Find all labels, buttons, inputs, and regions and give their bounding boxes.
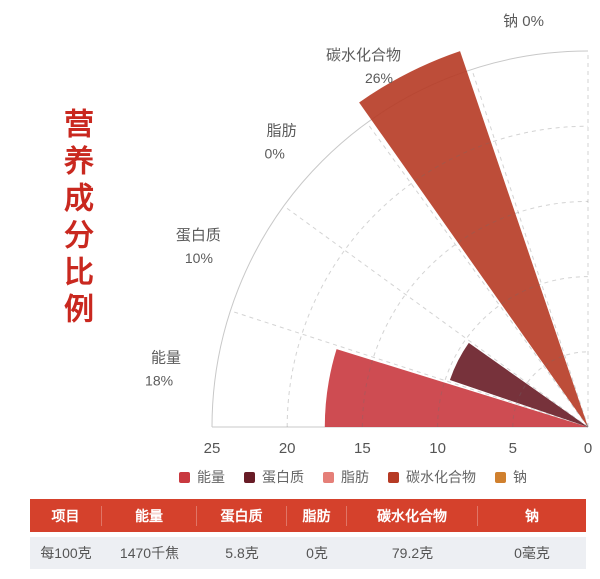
grid-radial-126 — [366, 122, 589, 428]
legend-label: 钠 — [513, 469, 527, 485]
category-label-protein: 蛋白质 — [176, 227, 221, 244]
legend-swatch-protein — [244, 471, 255, 483]
table-data-cell-3: 0克 — [306, 545, 328, 561]
table-data-cell-0: 每100克 — [40, 545, 92, 561]
legend-item-sodium[interactable]: 钠 — [495, 467, 527, 487]
axis-tick-label: 15 — [354, 440, 371, 457]
table-data-cell-1: 1470千焦 — [119, 545, 180, 561]
table-header-cell-4: 碳水化合物 — [347, 505, 478, 526]
category-label-sodium: 钠 0% — [503, 13, 544, 30]
table-data-cell-4: 79.2克 — [391, 545, 434, 561]
grid-arc-5 — [512, 351, 589, 428]
grid-radial-162 — [230, 310, 589, 428]
grid-radial-144 — [283, 205, 589, 428]
page-title: 营养成分比例 — [59, 108, 92, 330]
legend-item-energy[interactable]: 能量 — [179, 467, 225, 487]
category-value-carbohydrate: 26% — [365, 70, 393, 86]
legend-label: 能量 — [197, 469, 225, 485]
category-label-fat: 脂肪 — [267, 123, 297, 140]
category-label-carbohydrate: 碳水化合物 — [326, 47, 401, 64]
sector-carbohydrate — [359, 51, 588, 428]
table-header-row: 项目 能量 蛋白质 脂肪 碳水化合物 钠 — [30, 499, 586, 532]
grid-arc-10 — [437, 276, 589, 428]
axis-tick-label: 0 — [584, 440, 592, 457]
grid-radial-108 — [471, 69, 589, 428]
table-data-cell-2: 5.8克 — [225, 545, 259, 561]
legend-swatch-carbohydrate — [388, 471, 399, 483]
legend-item-fat[interactable]: 脂肪 — [323, 467, 369, 487]
category-value-protein: 10% — [185, 250, 213, 266]
legend-label: 蛋白质 — [262, 469, 304, 485]
sector-protein — [449, 342, 588, 427]
table-header-cell-2: 蛋白质 — [197, 505, 288, 526]
chart-legend: 能量 蛋白质 脂肪 碳水化合物 钠 — [106, 467, 600, 487]
table-header-cell-3: 脂肪 — [287, 505, 348, 526]
sector-energy — [324, 349, 588, 427]
legend-label: 脂肪 — [341, 469, 369, 485]
category-value-energy: 18% — [145, 373, 173, 389]
legend-swatch-energy — [179, 471, 190, 483]
table-header-cell-0: 项目 — [30, 505, 102, 526]
axis-tick-label: 25 — [204, 440, 221, 457]
category-label-energy: 能量 — [151, 350, 181, 367]
outer-arc — [211, 50, 589, 428]
axis-tick-label: 5 — [509, 440, 517, 457]
nutrition-table: 项目 能量 蛋白质 脂肪 碳水化合物 钠 每100克 1470千焦 5.8克 0克 79.2克 0毫… — [30, 499, 586, 569]
category-value-fat: 0% — [265, 146, 285, 162]
nutrition-rose-chart: 25 20 15 10 5 0 能量 18% 蛋白质 10% 脂肪 0% 碳水化合物 26% 钠 0% — [145, 13, 592, 457]
legend-label: 碳水化合物 — [406, 469, 476, 485]
axis-tick-label: 10 — [429, 440, 446, 457]
table-header-cell-5: 钠 — [524, 507, 539, 524]
table-data-row: 每100克 1470千焦 5.8克 0克 79.2克 0毫克 — [30, 537, 586, 569]
axis-tick-label: 20 — [279, 440, 296, 457]
grid-arc-20 — [286, 125, 589, 428]
legend-item-carbohydrate[interactable]: 碳水化合物 — [388, 467, 476, 487]
legend-item-protein[interactable]: 蛋白质 — [244, 467, 304, 487]
grid-arc-15 — [361, 200, 589, 428]
legend-swatch-sodium — [495, 471, 506, 483]
legend-swatch-fat — [323, 471, 334, 483]
table-data-cell-5: 0毫克 — [514, 545, 550, 561]
table-header-cell-1: 能量 — [102, 505, 198, 526]
